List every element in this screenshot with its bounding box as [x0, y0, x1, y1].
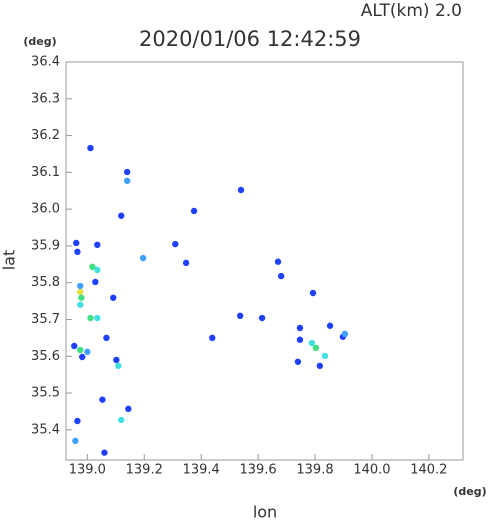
echo-point — [209, 334, 216, 342]
echo-point — [103, 334, 110, 342]
echo-point — [190, 207, 198, 215]
echo-point — [72, 437, 79, 445]
echo-point — [321, 352, 329, 360]
echo-point — [87, 144, 94, 152]
echo-point — [77, 301, 84, 308]
echo-point — [274, 258, 282, 265]
echo-point — [296, 324, 304, 332]
echo-point — [79, 353, 86, 361]
echo-point — [182, 259, 190, 267]
echo-point — [74, 248, 81, 256]
y-tick-label: 36.4 — [31, 55, 60, 70]
echo-point — [123, 177, 131, 185]
echo-point — [94, 241, 101, 249]
echo-point — [110, 294, 117, 301]
x-tick-label: 139.6 — [239, 463, 276, 478]
echo-point — [77, 346, 84, 354]
x-tick-label: 139.8 — [296, 463, 333, 478]
echo-point — [94, 266, 101, 274]
echo-point — [237, 186, 245, 194]
y-tick-label: 36.2 — [31, 128, 60, 143]
echo-point — [258, 314, 266, 322]
echo-point — [115, 362, 122, 370]
x-tick-label: 139.0 — [69, 463, 106, 478]
echo-point — [78, 294, 85, 301]
echo-point — [92, 278, 99, 286]
echo-point — [125, 405, 132, 413]
echo-point — [172, 240, 179, 248]
subtitle: ALT(km) 2.0 — [361, 1, 462, 21]
echo-point — [94, 314, 101, 322]
echo-point — [118, 416, 125, 424]
echo-point — [71, 342, 78, 350]
echo-point — [77, 282, 84, 290]
echo-point — [277, 272, 285, 280]
echo-point — [89, 263, 96, 271]
y-tick-label: 35.4 — [31, 422, 60, 437]
echo-point — [236, 312, 244, 320]
echo-point — [326, 322, 334, 329]
echo-point — [74, 417, 81, 425]
echo-point — [316, 362, 324, 370]
echo-point — [77, 288, 84, 296]
y-tick-label: 36.3 — [31, 91, 60, 106]
y-tick-label: 35.9 — [31, 238, 60, 253]
echo-point — [99, 396, 106, 403]
y-tick-label: 35.6 — [31, 349, 60, 364]
x-tick-label: 140.0 — [353, 463, 390, 478]
echo-point — [139, 254, 147, 262]
echo-point — [296, 336, 304, 343]
y-tick-label: 36.0 — [31, 202, 60, 217]
echo-point — [118, 212, 125, 219]
x-unit: (deg) — [453, 485, 486, 498]
echo-point — [123, 168, 131, 176]
x-tick-label: 139.2 — [126, 463, 163, 478]
x-tick-label: 139.4 — [183, 463, 220, 478]
echo-point — [308, 339, 316, 347]
echo-point — [84, 348, 91, 356]
y-tick-label: 35.5 — [31, 386, 60, 401]
echo-point — [87, 314, 94, 322]
x-axis-label: lon — [253, 503, 277, 521]
y-tick-label: 35.8 — [31, 275, 60, 290]
x-tick-label: 140.2 — [410, 463, 447, 478]
plot-frame — [65, 61, 464, 461]
y-axis-label: lat — [0, 250, 19, 271]
echo-point — [294, 358, 302, 365]
y-unit: (deg) — [23, 35, 56, 48]
echo-point — [73, 239, 80, 247]
y-tick-label: 35.7 — [31, 312, 60, 327]
echo-point — [309, 289, 317, 297]
echo-point — [312, 344, 320, 352]
chart-title: 2020/01/06 12:42:59 — [139, 27, 361, 51]
echo-point — [341, 330, 349, 338]
y-tick-label: 36.1 — [31, 165, 60, 180]
echo-point — [101, 449, 108, 456]
echo-point — [113, 356, 120, 364]
